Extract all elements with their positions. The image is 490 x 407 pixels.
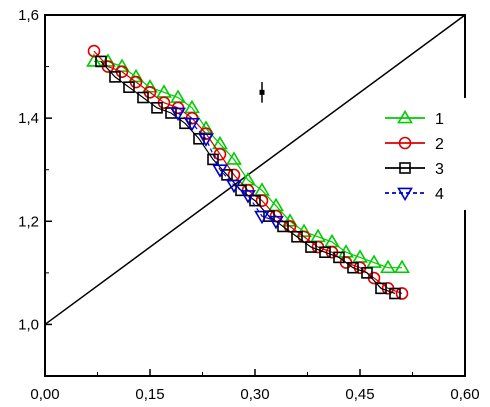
data-point-4 <box>184 117 200 132</box>
data-point-3 <box>151 102 163 114</box>
legend-label: 3 <box>435 161 444 178</box>
data-point-4 <box>226 179 242 194</box>
data-point-3 <box>277 220 289 233</box>
legend-item-3: 3 <box>385 161 444 178</box>
data-point-3 <box>347 261 359 274</box>
legend-marker <box>397 187 413 202</box>
y-tick-label: 1,4 <box>18 110 39 127</box>
data-point-3 <box>123 81 135 93</box>
data-point-1 <box>366 254 382 268</box>
data-point-3 <box>319 246 331 259</box>
x-tick-label: 0,60 <box>450 386 479 403</box>
series-line-3 <box>100 61 396 295</box>
data-point-3 <box>333 251 345 264</box>
data-point-4 <box>268 215 284 230</box>
data-point-1 <box>310 228 326 243</box>
data-point-3 <box>389 287 401 300</box>
data-point-4 <box>212 164 228 178</box>
error-bar-point <box>259 82 265 103</box>
data-point-3 <box>137 91 149 104</box>
data-point-1 <box>226 151 242 165</box>
y-tick-label: 1,2 <box>18 213 39 230</box>
error-point-marker <box>259 89 265 95</box>
series-layer <box>86 44 410 300</box>
series-3 <box>95 55 401 300</box>
data-point-2 <box>87 44 101 58</box>
legend-label: 2 <box>435 136 444 153</box>
data-point-3 <box>375 282 387 295</box>
data-point-3 <box>291 230 303 243</box>
data-point-4 <box>198 133 214 147</box>
data-point-1 <box>352 249 368 263</box>
series-4 <box>170 107 284 230</box>
legend-marker <box>399 162 411 174</box>
legend-marker <box>397 109 413 124</box>
data-point-1 <box>156 84 172 98</box>
data-point-3 <box>361 267 373 279</box>
data-point-2 <box>395 287 409 300</box>
data-point-1 <box>338 244 354 258</box>
legend-item-2: 2 <box>385 136 444 153</box>
x-tick-label: 0,00 <box>30 386 59 403</box>
legend: 1 2 3 4 <box>372 98 472 210</box>
x-tick-label: 0,45 <box>345 386 374 403</box>
reference-line <box>44 14 466 326</box>
legend-label: 4 <box>435 186 444 203</box>
x-tick-label: 0,15 <box>135 386 164 403</box>
legend-background <box>372 98 472 210</box>
legend-label: 1 <box>435 111 444 128</box>
y-axis-ticks: 1,0 1,2 1,4 1,6 <box>18 7 52 333</box>
y-tick-label: 1,0 <box>18 316 39 333</box>
data-point-3 <box>109 71 121 83</box>
legend-marker <box>398 136 412 150</box>
data-point-4 <box>170 107 186 122</box>
data-point-1 <box>254 182 270 196</box>
x-axis-ticks: 0,00 0,15 0,30 0,45 0,60 <box>30 369 480 403</box>
y-tick-label: 1,6 <box>18 7 39 24</box>
data-point-1 <box>380 259 396 274</box>
legend-item-4: 4 <box>385 186 444 203</box>
data-point-4 <box>254 210 270 225</box>
data-point-1 <box>184 99 200 114</box>
x-tick-label: 0,30 <box>240 386 269 403</box>
legend-item-1: 1 <box>385 109 444 128</box>
diagonal-line <box>44 14 466 326</box>
data-point-4 <box>240 190 256 204</box>
data-point-1 <box>86 53 102 67</box>
data-point-1 <box>394 259 410 274</box>
data-point-3 <box>95 55 107 68</box>
data-point-3 <box>305 241 317 253</box>
data-point-2 <box>255 194 269 207</box>
